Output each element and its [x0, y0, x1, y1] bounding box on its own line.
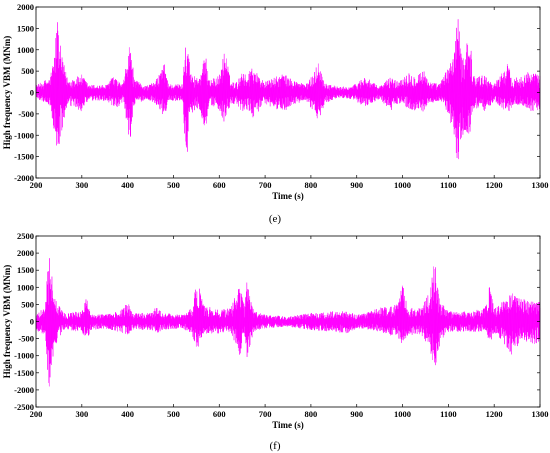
y-tick-label: -2000 — [14, 385, 34, 395]
x-tick-label: 300 — [75, 180, 88, 190]
x-tick-label: 1300 — [532, 409, 549, 419]
x-axis-title: Time (s) — [272, 191, 304, 201]
x-tick-label: 500 — [167, 409, 180, 419]
y-tick-label: 500 — [21, 66, 34, 76]
x-tick-label: 1200 — [486, 180, 503, 190]
x-tick-label: 800 — [305, 409, 318, 419]
y-tick-label: 2500 — [17, 231, 34, 241]
x-tick-label: 700 — [259, 409, 272, 419]
y-tick-label: 500 — [21, 299, 34, 309]
y-tick-label: -1000 — [14, 351, 34, 361]
tick-group: 200 300 400 500 600 700 800 900 1000 1100 1200 1300… — [14, 231, 548, 419]
y-tick-label: 2000 — [17, 248, 34, 258]
y-axis-title: High frequency VBM (MNm) — [2, 265, 12, 378]
y-tick-label: 1000 — [17, 282, 34, 292]
y-tick-label: 1500 — [17, 23, 34, 33]
x-tick-label: 900 — [350, 409, 363, 419]
y-tick-label: -1500 — [14, 152, 34, 162]
x-tick-label: 1100 — [440, 409, 457, 419]
signal-trace — [35, 258, 541, 387]
signal-trace — [35, 19, 541, 160]
panel-label: (e) — [269, 213, 282, 225]
chart-panel-e: 200 300 400 500 600 700 800 900 1000 1100 1200 1300… — [2, 2, 549, 225]
y-tick-label: -1500 — [14, 368, 34, 378]
x-tick-label: 300 — [75, 409, 88, 419]
x-tick-label: 1000 — [394, 409, 411, 419]
tick-group: 200 300 400 500 600 700 800 900 1000 1100 1200 1300… — [14, 2, 548, 190]
y-tick-label: 1000 — [17, 45, 34, 55]
y-tick-label: 0 — [30, 88, 34, 98]
x-tick-label: 800 — [305, 180, 318, 190]
panel-label: (f) — [270, 440, 281, 452]
signal-line — [35, 258, 541, 387]
y-axis-title: High frequency VBM (MNm) — [2, 36, 12, 149]
y-tick-label: -500 — [18, 109, 34, 119]
signal-line — [35, 19, 541, 160]
y-tick-label: -2500 — [14, 402, 34, 412]
x-tick-label: 400 — [121, 409, 134, 419]
y-tick-label: -500 — [18, 334, 34, 344]
x-tick-label: 200 — [30, 180, 43, 190]
y-tick-label: 2000 — [17, 2, 34, 12]
y-tick-label: 0 — [30, 317, 34, 327]
y-tick-label: -2000 — [14, 173, 34, 183]
x-tick-label: 600 — [213, 180, 226, 190]
x-tick-label: 400 — [121, 180, 134, 190]
y-tick-label: -1000 — [14, 130, 34, 140]
x-tick-label: 200 — [30, 409, 43, 419]
y-tick-label: 1500 — [17, 265, 34, 275]
x-tick-label: 1200 — [486, 409, 503, 419]
chart-panel-f: 200 300 400 500 600 700 800 900 1000 1100 1200 1300… — [2, 231, 549, 452]
x-tick-label: 1000 — [394, 180, 411, 190]
x-tick-label: 700 — [259, 180, 272, 190]
x-tick-label: 900 — [350, 180, 363, 190]
x-tick-label: 1100 — [440, 180, 457, 190]
x-tick-label: 600 — [213, 409, 226, 419]
x-axis-title: Time (s) — [272, 420, 304, 430]
x-tick-label: 500 — [167, 180, 180, 190]
x-tick-label: 1300 — [532, 180, 549, 190]
